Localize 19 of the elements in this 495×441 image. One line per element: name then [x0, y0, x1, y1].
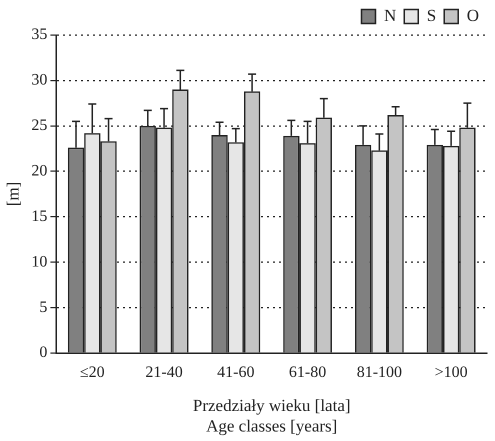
y-axis-title: [m]	[4, 182, 23, 206]
y-tick-label: 10	[31, 253, 48, 270]
y-tick-label: 0	[39, 344, 48, 362]
y-tick-label: 30	[31, 72, 48, 89]
legend-label: N	[384, 6, 396, 25]
y-tick-label: 25	[31, 117, 48, 134]
y-tick-label: 20	[31, 162, 48, 180]
x-tick-label: 81-100	[356, 364, 402, 381]
x-tick-label: ≤20	[80, 364, 105, 381]
y-tick-label: 35	[31, 26, 48, 44]
x-tick-label: 21-40	[145, 364, 183, 381]
legend-label: O	[466, 6, 480, 25]
x-axis-title: Przedziały wieku [lata] Age classes [years]	[192, 396, 351, 436]
y-tick-label: 5	[39, 298, 48, 316]
y-tick-label: 15	[31, 208, 48, 225]
x-tick-label: >100	[434, 364, 468, 381]
legend-label: S	[426, 6, 436, 25]
x-tick-label: 61-80	[288, 364, 326, 381]
x-tick-label: 41-60	[217, 364, 254, 381]
